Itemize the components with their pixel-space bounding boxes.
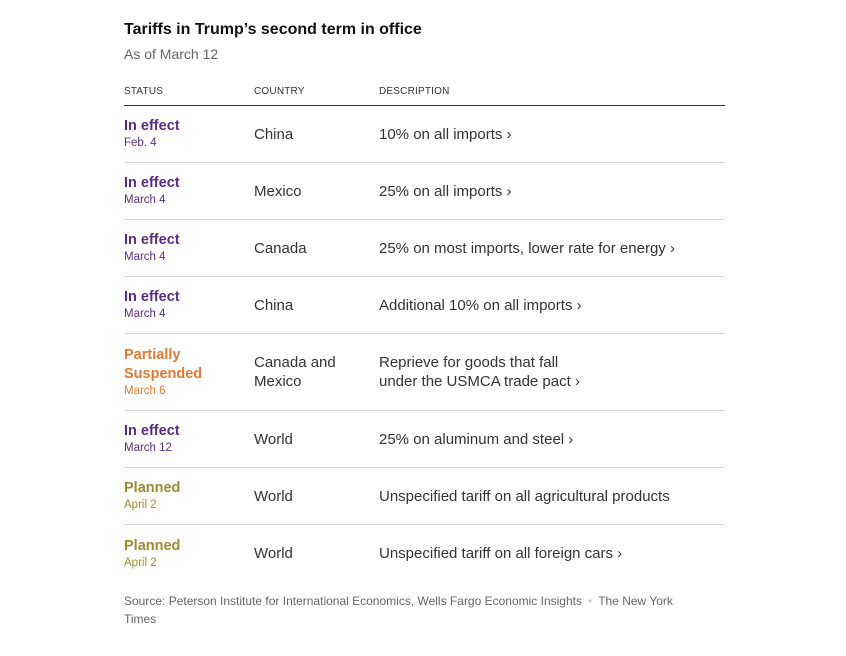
country-cell: World xyxy=(254,487,293,505)
status-label: Planned xyxy=(124,537,181,554)
table-row: Partially Suspended March 6 Canada and M… xyxy=(124,334,725,411)
status-date: Feb. 4 xyxy=(124,137,157,149)
header-status: STATUS xyxy=(124,86,164,97)
status-cell: In effect March 4 xyxy=(124,174,254,208)
graphic-title: Tariffs in Trump’s second term in office xyxy=(124,21,422,38)
description-link[interactable]: Unspecified tariff on all foreign cars › xyxy=(379,545,623,562)
description-link[interactable]: 25% on all imports › xyxy=(379,182,512,200)
status-date: March 12 xyxy=(124,442,172,454)
description-link[interactable]: 10% on all imports › xyxy=(379,125,512,143)
source-credit: The New York Times xyxy=(124,594,673,626)
status-label: In effect xyxy=(124,175,180,191)
description-link[interactable]: Reprieve for goods that fall under the U… xyxy=(379,353,725,391)
table-row: In effect March 12 World 25% on aluminum… xyxy=(124,411,725,468)
separator-dot: • xyxy=(588,594,593,608)
status-label: In effect xyxy=(124,232,180,248)
country-line: Canada and xyxy=(254,354,336,371)
status-label: Partially Suspended xyxy=(124,346,254,384)
description-link[interactable]: 25% on aluminum and steel › xyxy=(379,430,574,448)
status-label: In effect xyxy=(124,118,180,134)
country-cell: Mexico xyxy=(254,182,302,200)
description-cell: Unspecified tariff on all foreign cars › xyxy=(379,544,725,563)
status-date: March 4 xyxy=(124,251,166,263)
country-line: Mexico xyxy=(254,373,302,390)
description-line: under the USMCA trade pact › xyxy=(379,373,580,390)
description-line: Reprieve for goods that fall xyxy=(379,354,559,371)
status-cell: Planned April 2 xyxy=(124,479,254,513)
status-cell: In effect March 4 xyxy=(124,231,254,265)
table-row: Planned April 2 World Unspecified tariff… xyxy=(124,525,725,582)
country-cell: World xyxy=(254,545,293,562)
status-cell: In effect Feb. 4 xyxy=(124,117,254,151)
description-link[interactable]: 25% on most imports, lower rate for ener… xyxy=(379,239,675,257)
description-cell: 10% on all imports › xyxy=(379,125,725,144)
country-cell: China xyxy=(254,296,294,314)
status-label-line: Suspended xyxy=(124,365,203,382)
status-label: In effect xyxy=(124,289,180,305)
table-row: In effect March 4 China Additional 10% o… xyxy=(124,277,725,334)
description-link[interactable]: Additional 10% on all imports › xyxy=(379,296,582,314)
source-text: Source: Peterson Institute for Internati… xyxy=(124,594,582,608)
status-date: March 4 xyxy=(124,194,166,206)
country-cell: Canada xyxy=(254,239,307,257)
source-note: Source: Peterson Institute for Internati… xyxy=(124,592,704,628)
status-date: April 2 xyxy=(124,556,157,569)
description-cell: Reprieve for goods that fall under the U… xyxy=(379,353,725,391)
status-label: In effect xyxy=(124,423,180,439)
status-date: March 4 xyxy=(124,308,166,320)
description-cell: 25% on all imports › xyxy=(379,182,725,201)
header-country: COUNTRY xyxy=(254,86,305,97)
status-label: Planned xyxy=(124,480,181,496)
table-row: In effect March 4 Canada 25% on most imp… xyxy=(124,220,725,277)
country-cell: China xyxy=(254,125,294,143)
country-cell: World xyxy=(254,430,293,448)
country-cell: Canada and Mexico xyxy=(254,353,379,391)
description-cell: 25% on most imports, lower rate for ener… xyxy=(379,239,725,258)
description-cell: 25% on aluminum and steel › xyxy=(379,430,725,449)
status-cell: In effect March 4 xyxy=(124,288,254,322)
table-body: In effect Feb. 4 China 10% on all import… xyxy=(124,106,725,582)
status-cell: In effect March 12 xyxy=(124,422,254,456)
table-row: Planned April 2 World Unspecified tariff… xyxy=(124,468,725,525)
description-cell: Unspecified tariff on all agricultural p… xyxy=(379,487,670,505)
table-row: In effect March 4 Mexico 25% on all impo… xyxy=(124,163,725,220)
table-row: In effect Feb. 4 China 10% on all import… xyxy=(124,106,725,163)
header-description: DESCRIPTION xyxy=(379,86,450,97)
graphic-subtitle: As of March 12 xyxy=(124,46,219,62)
description-cell: Additional 10% on all imports › xyxy=(379,296,725,315)
status-label-line: Partially xyxy=(124,346,181,363)
table-header: STATUS COUNTRY DESCRIPTION xyxy=(124,85,725,106)
status-date: March 6 xyxy=(124,384,166,397)
status-cell: Partially Suspended March 6 xyxy=(124,346,254,399)
tariff-table-graphic: Tariffs in Trump’s second term in office… xyxy=(124,18,725,628)
status-cell: Planned April 2 xyxy=(124,537,254,571)
status-date: April 2 xyxy=(124,499,157,511)
